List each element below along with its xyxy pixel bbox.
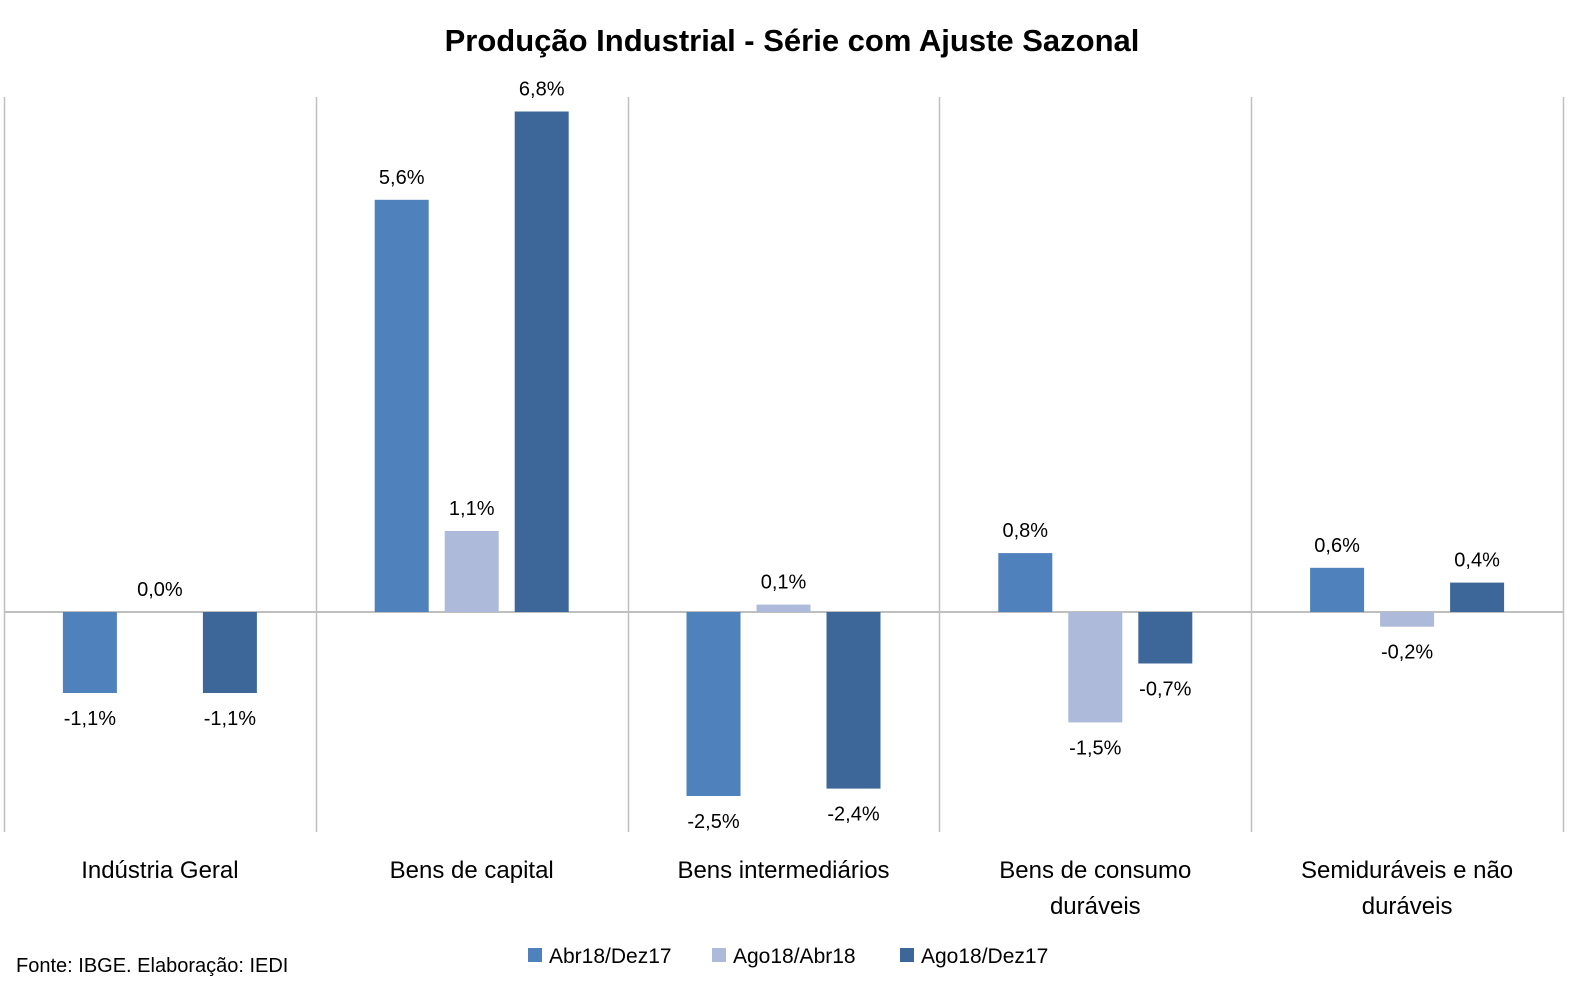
data-label: 0,4%	[1454, 550, 1500, 572]
category-axis-labels: Indústria Geral Bens de capital Bens inter…	[81, 857, 1513, 920]
data-label: 6,8%	[519, 79, 565, 101]
data-label: 0,6%	[1314, 535, 1360, 557]
legend-label: Ago18/Dez17	[921, 945, 1048, 968]
category-label-line: Bens intermediários	[677, 857, 889, 884]
legend-swatch	[900, 948, 914, 962]
bar	[202, 612, 257, 693]
bar	[1450, 582, 1505, 612]
bar	[756, 604, 811, 612]
category-label-line: duráveis	[1362, 893, 1453, 920]
bar	[444, 531, 499, 612]
bar	[1138, 612, 1193, 664]
category-label: Indústria Geral	[81, 857, 238, 884]
bar	[514, 111, 569, 612]
category-label-line: Bens de consumo	[999, 857, 1191, 884]
source-note: Fonte: IBGE. Elaboração: IEDI	[16, 955, 289, 977]
legend-label: Abr18/Dez17	[549, 945, 672, 968]
chart-title: Produção Industrial - Série com Ajuste S…	[445, 23, 1140, 58]
data-label: -0,7%	[1139, 679, 1191, 701]
legend-swatch	[712, 948, 726, 962]
bar	[998, 553, 1053, 612]
category-label: Bens intermediários	[677, 857, 889, 884]
data-label: -0,2%	[1381, 642, 1433, 664]
bar	[62, 612, 117, 693]
legend: Abr18/Dez17 Ago18/Abr18 Ago18/Dez17	[528, 945, 1048, 968]
legend-swatch	[528, 948, 542, 962]
category-label: Bens de consumo duráveis	[999, 857, 1191, 920]
bar	[686, 612, 741, 796]
bar	[1380, 612, 1435, 627]
data-label: -2,4%	[827, 804, 879, 826]
category-label-line: Indústria Geral	[81, 857, 238, 884]
data-label: -2,5%	[687, 811, 739, 833]
bar	[826, 612, 881, 789]
bar	[374, 199, 429, 613]
category-label: Semiduráveis e não duráveis	[1301, 857, 1513, 920]
category-label-line: Bens de capital	[390, 857, 554, 884]
bars	[62, 111, 1505, 796]
data-label: -1,1%	[204, 708, 256, 730]
data-labels: -1,1% 0,0% -1,1% 5,6% 1,1% 6,8% -2,5% 0,1% -2,4%…	[64, 79, 1500, 834]
category-gridlines	[3, 97, 1565, 832]
category-label-line: duráveis	[1050, 893, 1141, 920]
data-label: -1,5%	[1069, 737, 1121, 759]
category-label: Bens de capital	[390, 857, 554, 884]
bar	[1310, 567, 1365, 612]
data-label: 5,6%	[379, 167, 425, 189]
data-label: 0,0%	[137, 579, 183, 601]
data-label: 1,1%	[449, 498, 495, 520]
legend-label: Ago18/Abr18	[733, 945, 856, 968]
category-label-line: Semiduráveis e não	[1301, 857, 1513, 884]
data-label: 0,1%	[761, 572, 807, 594]
data-label: -1,1%	[64, 708, 116, 730]
data-label: 0,8%	[1003, 520, 1049, 542]
bar	[1068, 612, 1123, 723]
